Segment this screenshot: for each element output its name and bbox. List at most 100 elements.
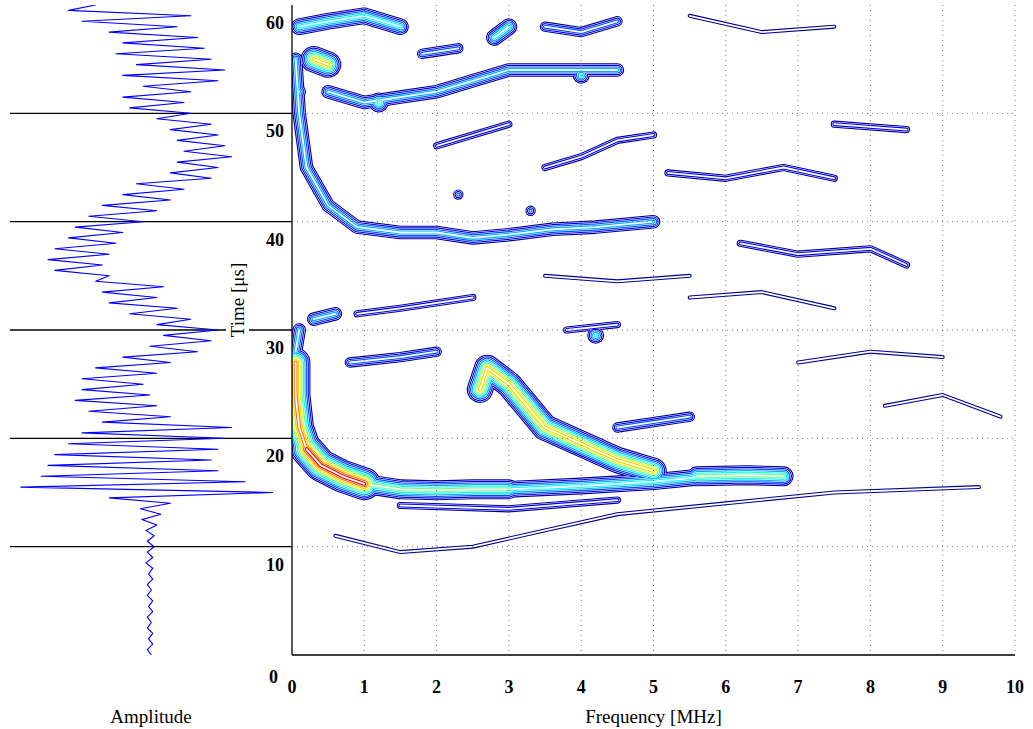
tick-label: 10	[266, 555, 284, 575]
contour-gap	[296, 363, 307, 450]
contour-gap	[400, 500, 617, 509]
contour-gap	[307, 449, 365, 484]
contour-gap	[314, 314, 336, 319]
contour-line	[364, 484, 509, 491]
tick-label: 6	[721, 677, 730, 697]
contour-line	[480, 368, 654, 471]
contour-line	[296, 363, 307, 450]
contour-line	[480, 368, 654, 471]
contour-gap	[350, 352, 437, 363]
contour-gap	[595, 334, 597, 336]
contour-line	[296, 363, 307, 450]
contour-line	[592, 332, 599, 339]
grid-line	[508, 5, 509, 655]
contour-gap	[494, 27, 509, 38]
contour-gap	[509, 477, 697, 489]
tick-label: 4	[577, 677, 586, 697]
contour-gap	[328, 70, 617, 103]
time-line	[10, 113, 292, 114]
contour-line	[400, 500, 617, 509]
grid-line	[436, 5, 437, 655]
contour-line	[328, 70, 617, 103]
contour-gap	[480, 368, 654, 471]
contour-gap	[296, 363, 307, 450]
contour-line	[314, 59, 328, 64]
axis-titles: AmplitudeFrequency [MHz]Time [μs]	[110, 260, 721, 727]
grid-line	[292, 330, 1015, 331]
contour-gap	[376, 100, 381, 105]
grid-line	[653, 5, 654, 655]
contour-line	[350, 352, 437, 363]
tick-label: 20	[266, 446, 284, 466]
contour-line	[296, 59, 654, 238]
contour-line	[296, 330, 300, 352]
contour-gap	[307, 449, 365, 484]
contour-line	[697, 475, 784, 476]
tick-label: 9	[938, 677, 947, 697]
contour-line	[494, 27, 509, 38]
contour-line	[690, 16, 835, 32]
contour-gap	[592, 331, 600, 339]
contour-line	[697, 475, 784, 476]
contour-gap	[545, 276, 690, 282]
contour-gap	[296, 363, 307, 450]
contour-line	[545, 276, 690, 282]
contour-gap	[296, 59, 654, 238]
contour-line	[307, 449, 365, 484]
contour-gap	[422, 48, 458, 54]
contour-line	[314, 314, 336, 319]
contour-line	[364, 484, 509, 491]
contour-line	[400, 500, 617, 509]
contour-line	[299, 16, 400, 27]
contour-gap	[307, 449, 365, 484]
contour-line	[494, 27, 509, 38]
contour-line	[296, 330, 300, 352]
contour-line	[494, 27, 509, 38]
contour-line	[480, 368, 654, 471]
contour-gap	[296, 363, 307, 450]
tick-label: 2	[432, 677, 441, 697]
contour-gap	[296, 363, 307, 450]
contour-line	[437, 124, 509, 146]
contour-line	[314, 59, 328, 64]
contour-line	[328, 70, 617, 103]
contour-gap	[314, 59, 328, 64]
contour-line	[509, 477, 697, 489]
contour-line	[567, 325, 618, 330]
contour-gap	[593, 333, 598, 338]
time-axis	[291, 5, 292, 655]
axis-title: Amplitude	[110, 706, 191, 727]
contour-line	[480, 368, 654, 471]
contour-line	[377, 101, 381, 105]
contour-gap	[296, 363, 307, 450]
contour-line	[690, 292, 835, 308]
contour-line	[296, 363, 307, 450]
contour-gap	[296, 330, 300, 352]
label-patch	[226, 260, 249, 340]
contour-line	[364, 484, 509, 491]
contour-line	[697, 475, 784, 476]
contour-gap	[697, 475, 784, 476]
time-line	[10, 546, 292, 547]
contour-line	[422, 48, 458, 54]
contour-line	[357, 298, 473, 314]
contour-line	[314, 59, 328, 64]
contour-gap	[314, 59, 328, 64]
contour-gap	[364, 484, 509, 491]
contour-gap	[307, 449, 365, 484]
contour-gap	[494, 27, 509, 38]
contours	[296, 16, 1001, 552]
tick-label: 0	[288, 677, 297, 697]
contour-gap	[697, 475, 784, 476]
contour-line	[314, 59, 328, 64]
contour-line	[480, 368, 654, 471]
contour-gap	[480, 368, 654, 471]
contour-gap	[740, 243, 906, 265]
contour-gap	[299, 16, 400, 27]
contour-gap	[375, 98, 383, 106]
contour-line	[314, 314, 336, 319]
contour-gap	[314, 314, 336, 319]
contour-line	[307, 449, 365, 484]
contour-line	[374, 97, 384, 107]
waveform-line	[21, 5, 273, 655]
